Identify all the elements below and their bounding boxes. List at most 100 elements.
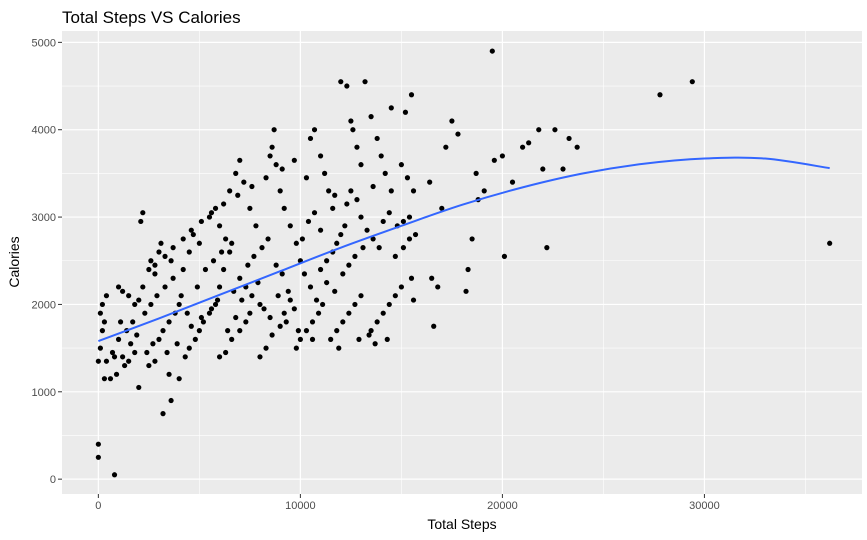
data-point	[237, 157, 243, 163]
data-point	[398, 162, 404, 168]
data-point	[574, 144, 580, 150]
data-point	[95, 358, 101, 364]
data-point	[392, 253, 398, 259]
data-point	[273, 162, 279, 168]
data-point	[126, 358, 132, 364]
data-point	[188, 323, 194, 329]
data-point	[229, 240, 235, 246]
data-point	[374, 319, 380, 325]
data-point	[109, 349, 116, 356]
data-point	[158, 240, 164, 246]
data-point	[107, 376, 114, 382]
data-point	[402, 109, 409, 115]
data-point	[827, 240, 833, 246]
data-point	[241, 179, 247, 185]
data-point	[362, 79, 368, 85]
data-point	[287, 223, 293, 229]
data-point	[526, 140, 532, 146]
data-point	[408, 275, 415, 281]
data-point	[120, 354, 126, 360]
data-point	[378, 153, 384, 159]
data-point	[269, 144, 275, 150]
data-point	[356, 336, 362, 342]
data-point	[218, 249, 225, 255]
data-point	[164, 349, 170, 356]
data-point	[473, 170, 479, 176]
data-point	[303, 175, 310, 181]
data-point	[235, 192, 241, 198]
data-point	[501, 253, 508, 259]
data-point	[152, 262, 158, 268]
data-point	[188, 227, 194, 233]
data-point	[101, 319, 108, 325]
data-point	[465, 266, 471, 273]
data-point	[344, 83, 350, 89]
data-point	[200, 319, 207, 325]
data-point	[431, 323, 437, 329]
data-point	[136, 384, 142, 391]
data-point	[340, 319, 346, 325]
data-point	[257, 354, 263, 360]
data-point	[196, 328, 202, 334]
minor-gridlines	[62, 31, 862, 494]
data-point	[299, 236, 306, 242]
data-point	[400, 218, 407, 225]
data-point	[273, 262, 279, 268]
data-point	[406, 214, 413, 220]
data-point	[287, 297, 293, 303]
data-point	[364, 227, 370, 233]
data-point	[295, 328, 301, 334]
y-tick-label: 5000	[32, 37, 56, 49]
data-point	[233, 170, 239, 176]
x-tick-label: 30000	[689, 500, 720, 512]
data-point	[263, 175, 269, 181]
data-point	[481, 188, 487, 194]
data-point	[449, 118, 455, 124]
data-point	[455, 131, 461, 137]
data-point	[509, 179, 516, 185]
data-point	[368, 114, 374, 120]
data-point	[122, 362, 128, 369]
y-tick-label: 2000	[32, 299, 56, 311]
data-point	[170, 245, 176, 251]
data-point	[392, 293, 398, 299]
data-point	[410, 188, 417, 194]
data-point	[358, 293, 364, 299]
data-point	[368, 328, 374, 334]
x-tick-label: 20000	[487, 500, 518, 512]
data-point	[313, 297, 320, 303]
y-tick-label: 1000	[32, 387, 56, 399]
data-point	[322, 170, 328, 176]
data-point	[560, 166, 566, 172]
data-point	[344, 201, 350, 207]
data-point	[115, 284, 122, 290]
data-point	[212, 301, 219, 308]
data-point	[317, 266, 324, 273]
x-tick-label: 0	[95, 500, 101, 512]
data-point	[198, 314, 204, 321]
data-point	[552, 127, 558, 133]
data-point	[128, 341, 134, 347]
data-point	[388, 188, 394, 194]
data-point	[214, 297, 221, 303]
data-point	[186, 249, 192, 255]
data-point	[251, 253, 257, 259]
data-point	[99, 328, 106, 334]
y-axis-title: Calories	[6, 236, 22, 287]
data-point	[370, 236, 376, 242]
data-point	[249, 183, 255, 190]
data-point	[283, 319, 289, 325]
data-point	[249, 293, 255, 299]
trend-line	[98, 156, 830, 343]
data-point	[293, 345, 299, 351]
data-point	[225, 328, 231, 334]
data-point	[216, 223, 223, 229]
data-point	[162, 253, 168, 259]
data-point	[338, 231, 344, 238]
data-point	[126, 293, 132, 299]
data-point	[275, 293, 281, 299]
data-point	[324, 258, 330, 264]
data-point	[227, 188, 233, 194]
data-point	[210, 258, 217, 264]
data-point	[136, 297, 142, 303]
